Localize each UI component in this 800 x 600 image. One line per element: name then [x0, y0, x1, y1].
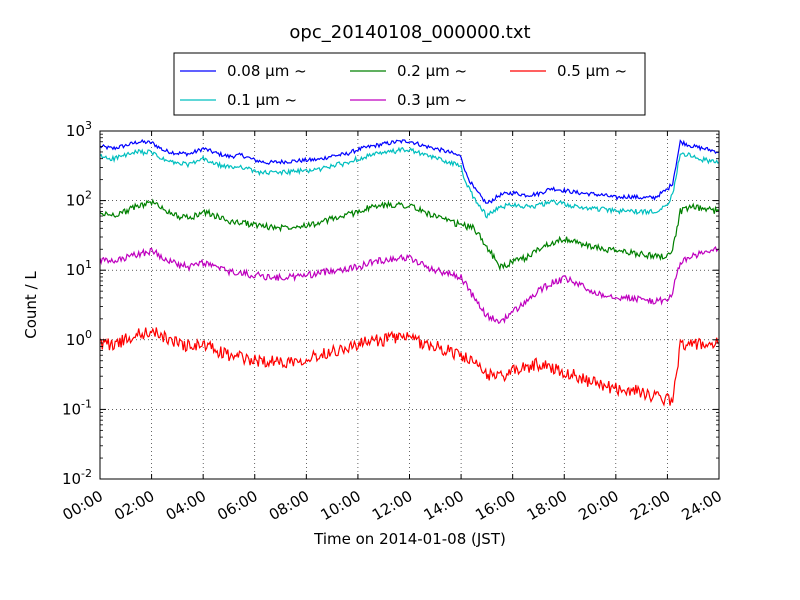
legend-label: 0.3 μm ~	[397, 91, 467, 109]
y-tick-base: 10	[66, 122, 85, 140]
x-tick-label: 22:00	[627, 487, 673, 524]
y-tick-label: 101	[66, 258, 92, 279]
series-line	[100, 198, 719, 272]
y-tick-exponent: -1	[81, 397, 92, 410]
x-tick-label: 14:00	[421, 487, 467, 524]
x-tick-label: 18:00	[524, 487, 570, 524]
x-tick-labels: 00:00 02:00 04:00 06:00 08:00 10:00 12:00 14:00…	[60, 487, 725, 524]
legend-label: 0.2 μm ~	[397, 62, 467, 80]
y-tick-base: 10	[62, 470, 81, 488]
y-tick-exponent: 3	[85, 119, 92, 132]
y-tick-label: 102	[66, 189, 92, 210]
x-tick-label: 06:00	[214, 487, 260, 524]
plot-frame	[100, 131, 719, 479]
chart-title: opc_20140108_000000.txt	[289, 22, 530, 43]
y-tick-base: 10	[66, 331, 85, 349]
y-tick-exponent: 0	[85, 328, 92, 341]
y-tick-base: 10	[66, 192, 85, 210]
y-tick-base: 10	[66, 261, 85, 279]
x-tick-label: 00:00	[60, 487, 106, 524]
y-tick-exponent: 2	[85, 189, 92, 202]
legend-label: 0.1 μm ~	[227, 91, 297, 109]
ticks	[99, 130, 720, 480]
legend-label: 0.5 μm ~	[557, 62, 627, 80]
y-axis-label: Count / L	[22, 271, 40, 339]
series-line	[100, 138, 719, 204]
x-axis-label: Time on 2014-01-08 (JST)	[313, 530, 506, 548]
y-tick-label: 103	[66, 119, 92, 140]
y-tick-label: 10-1	[62, 397, 92, 418]
x-tick-label: 24:00	[679, 487, 725, 524]
x-tick-label: 12:00	[369, 487, 415, 524]
series-line	[100, 327, 719, 407]
x-tick-label: 08:00	[266, 487, 312, 524]
legend-label: 0.08 μm ~	[227, 62, 307, 80]
y-tick-base: 10	[62, 400, 81, 418]
x-tick-label: 10:00	[317, 487, 363, 524]
x-tick-label: 20:00	[575, 487, 621, 524]
series-line	[100, 146, 719, 219]
x-tick-label: 04:00	[163, 487, 209, 524]
x-tick-label: 02:00	[111, 487, 157, 524]
y-tick-exponent: -2	[81, 467, 92, 480]
legend-frame	[173, 52, 646, 116]
legend: 0.08 μm ~ 0.1 μm ~ 0.2 μm ~ 0.3 μm ~ 0.5 μm …	[173, 52, 646, 116]
series-lines	[100, 138, 719, 407]
y-tick-label: 10-2	[62, 467, 92, 488]
y-tick-exponent: 1	[85, 258, 92, 271]
x-tick-label: 16:00	[472, 487, 518, 524]
plot-area	[99, 130, 720, 480]
series-line	[100, 246, 719, 325]
y-tick-label: 100	[66, 328, 92, 349]
